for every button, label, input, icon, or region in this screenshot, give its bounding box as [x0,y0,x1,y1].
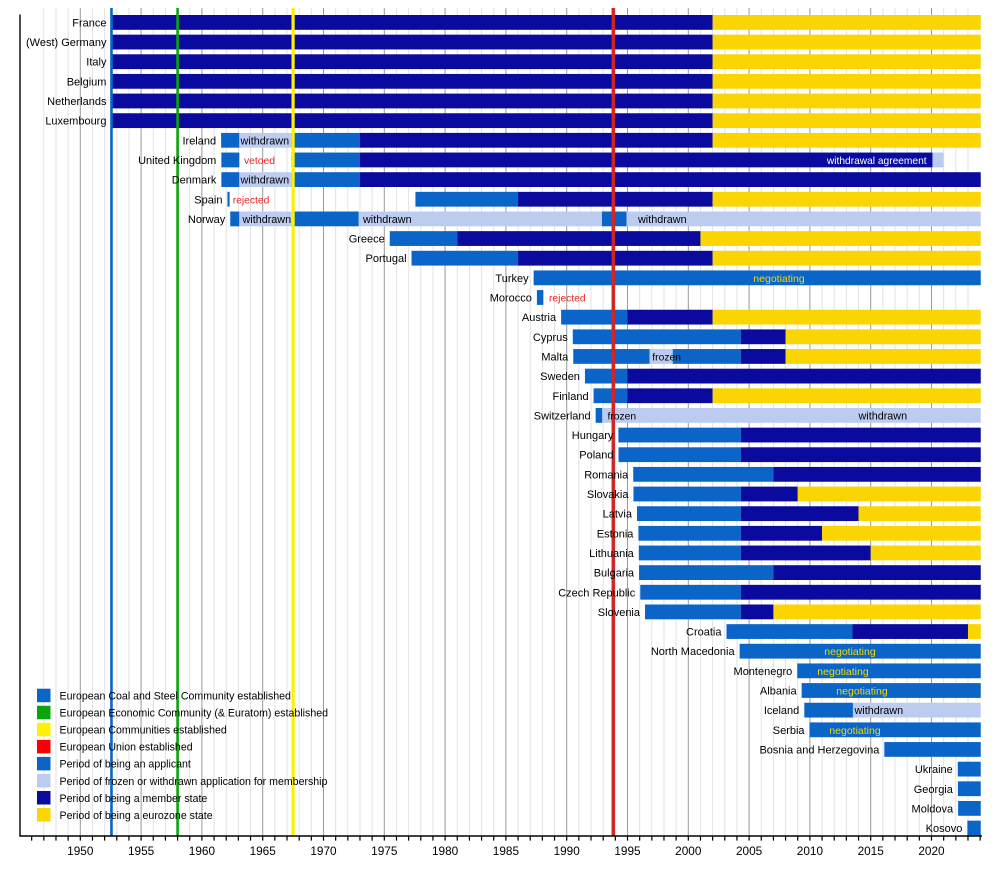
svg-text:2000: 2000 [675,844,702,858]
svg-text:2020: 2020 [918,844,945,858]
svg-text:Ukraine: Ukraine [915,764,953,776]
svg-text:Croatia: Croatia [686,627,722,639]
svg-text:1955: 1955 [128,844,155,858]
svg-text:Kosovo: Kosovo [926,823,963,835]
svg-text:Lithuania: Lithuania [589,548,635,560]
svg-text:Malta: Malta [541,351,569,363]
svg-text:Period of being a member state: Period of being a member state [60,793,208,805]
svg-text:Georgia: Georgia [914,784,954,796]
svg-text:1960: 1960 [189,844,216,858]
svg-text:rejected: rejected [549,294,586,305]
svg-text:Bulgaria: Bulgaria [594,568,635,580]
svg-text:negotiating: negotiating [836,686,888,698]
svg-text:withdrawn: withdrawn [858,410,908,422]
svg-text:1970: 1970 [310,844,337,858]
svg-text:Spain: Spain [194,194,222,206]
svg-text:2005: 2005 [736,844,763,858]
svg-text:Portugal: Portugal [366,253,407,265]
svg-text:2010: 2010 [797,844,824,858]
svg-text:European Economic Community (&: European Economic Community (& Euratom) … [60,708,329,720]
svg-text:Period of being a eurozone sta: Period of being a eurozone state [60,810,213,822]
svg-text:United Kingdom: United Kingdom [138,155,216,167]
svg-text:negotiating: negotiating [829,725,881,737]
svg-text:1950: 1950 [67,844,94,858]
svg-text:1965: 1965 [250,844,277,858]
svg-text:withdrawal agreement: withdrawal agreement [826,156,927,167]
svg-text:European Communities establish: European Communities established [60,725,227,737]
svg-text:Greece: Greece [349,234,385,246]
svg-text:Italy: Italy [86,57,107,69]
svg-text:Turkey: Turkey [495,273,529,285]
svg-text:withdrawn: withdrawn [854,705,904,717]
svg-text:negotiating: negotiating [753,273,805,285]
svg-text:Bosnia and Herzegovina: Bosnia and Herzegovina [759,744,880,756]
svg-text:2015: 2015 [858,844,885,858]
svg-text:Albania: Albania [760,686,798,698]
svg-text:Serbia: Serbia [773,725,806,737]
svg-text:negotiating: negotiating [824,646,876,658]
svg-text:vetoed: vetoed [244,156,275,167]
svg-text:North Macedonia: North Macedonia [651,646,736,658]
svg-text:Netherlands: Netherlands [47,96,107,108]
svg-text:Latvia: Latvia [603,509,633,521]
svg-text:European Union established: European Union established [60,742,193,754]
svg-text:rejected: rejected [233,195,270,206]
svg-text:Finland: Finland [552,391,588,403]
svg-text:Austria: Austria [522,312,557,324]
svg-text:European Coal and Steel Commun: European Coal and Steel Community establ… [60,691,292,703]
svg-text:Belgium: Belgium [67,76,107,88]
svg-text:Norway: Norway [188,214,226,226]
svg-text:Luxembourg: Luxembourg [45,116,106,128]
svg-text:France: France [72,17,106,29]
svg-text:Montenegro: Montenegro [734,666,793,678]
svg-text:Morocco: Morocco [490,293,532,305]
svg-text:1990: 1990 [554,844,581,858]
svg-text:Sweden: Sweden [540,371,580,383]
svg-text:withdrawn: withdrawn [637,214,687,226]
svg-text:1980: 1980 [432,844,459,858]
svg-text:withdrawn: withdrawn [240,135,290,147]
svg-text:1985: 1985 [493,844,520,858]
svg-text:Poland: Poland [579,450,613,462]
svg-text:1995: 1995 [614,844,641,858]
svg-text:1975: 1975 [371,844,398,858]
svg-text:(West) Germany: (West) Germany [26,37,107,49]
svg-text:Moldova: Moldova [912,803,954,815]
svg-text:Period of frozen or withdrawn: Period of frozen or withdrawn applicatio… [60,776,328,788]
svg-text:Denmark: Denmark [172,175,217,187]
svg-text:Romania: Romania [584,469,629,481]
svg-text:Cyprus: Cyprus [533,332,568,344]
svg-text:Estonia: Estonia [597,528,635,540]
svg-text:Iceland: Iceland [764,705,799,717]
svg-text:Period of being an applicant: Period of being an applicant [60,759,191,771]
svg-text:Hungary: Hungary [572,430,614,442]
svg-text:Slovenia: Slovenia [598,607,641,619]
svg-text:negotiating: negotiating [817,666,869,678]
svg-text:frozen: frozen [652,352,681,363]
svg-text:Czech Republic: Czech Republic [558,587,636,599]
svg-text:withdrawn: withdrawn [240,175,290,187]
svg-text:withdrawn: withdrawn [242,214,292,226]
svg-text:withdrawn: withdrawn [362,214,412,226]
svg-text:frozen: frozen [608,411,637,422]
svg-text:Ireland: Ireland [182,135,216,147]
svg-text:Slovakia: Slovakia [587,489,629,501]
svg-text:Switzerland: Switzerland [534,410,591,422]
